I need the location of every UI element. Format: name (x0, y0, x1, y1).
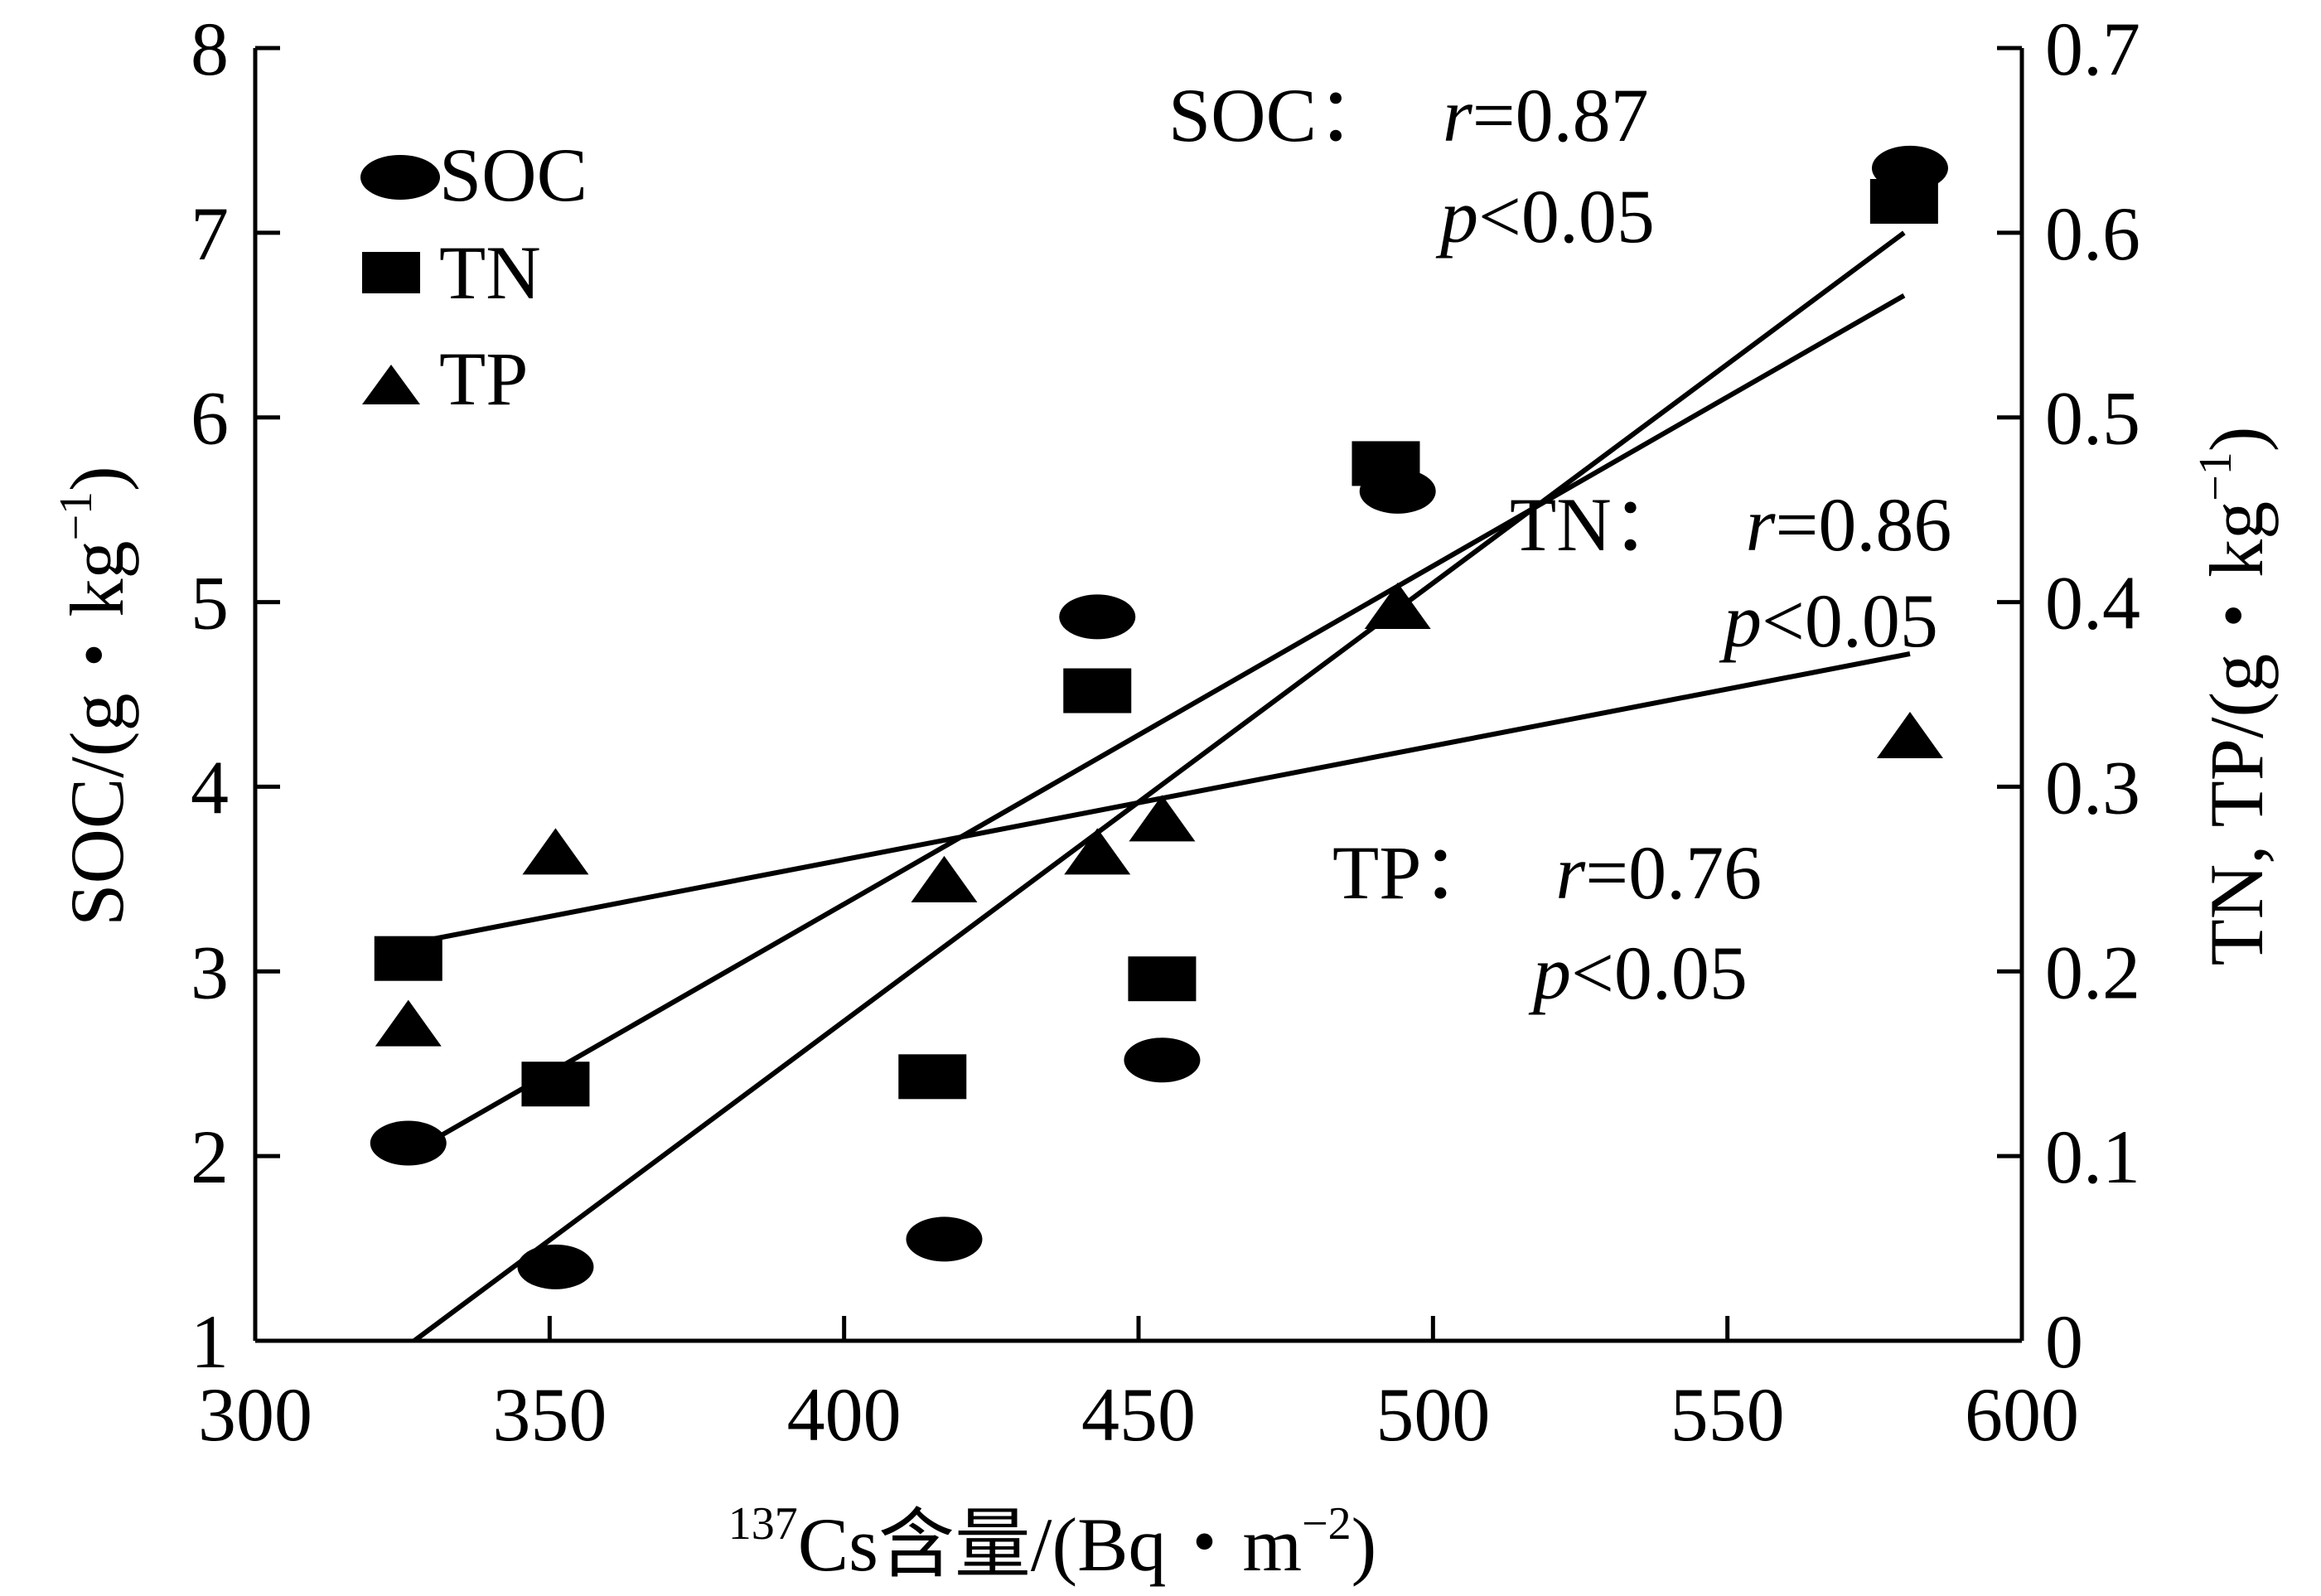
point-tp (1876, 712, 1943, 759)
annotation-tp-p-value: <0.05 (1571, 931, 1748, 1015)
annotation-soc-p-symbol: p (1435, 174, 1478, 259)
svg-text:TP：r=0.76: TP： r=0.76 (1332, 830, 1762, 915)
y-right-tick-label: 0.7 (2045, 7, 2140, 91)
point-tp (911, 855, 978, 902)
annotation-tp-r-value: =0.76 (1585, 830, 1762, 915)
legend-label-soc: SOC (439, 133, 588, 217)
point-soc (1124, 1037, 1201, 1083)
y-right-tick-label: 0.1 (2045, 1115, 2140, 1199)
legend-marker-soc (360, 155, 440, 200)
y-right-tick-label: 0.4 (2045, 561, 2140, 646)
point-tn (374, 936, 442, 981)
svg-text:p<0.05: p<0.05 (1528, 931, 1748, 1015)
x-tick-label: 600 (1965, 1372, 2079, 1457)
svg-text:TN：r=0.86: TN： r=0.86 (1510, 482, 1951, 567)
x-tick-label: 450 (1081, 1372, 1196, 1457)
legend: SOC TN TP (360, 133, 588, 421)
legend-marker-tp (362, 365, 420, 404)
annotation-tp-name: TP： (1332, 830, 1497, 915)
annotation-soc-r-value: =0.87 (1472, 73, 1649, 157)
y-left-tick-label: 2 (191, 1115, 229, 1199)
axes: 300 350 400 450 500 550 600 1 2 3 4 5 6 7 8 0 0.1 0.2 0.3 0… (191, 7, 2140, 1457)
data-marks (370, 145, 1948, 1289)
point-tn (1351, 441, 1420, 486)
point-tn (1128, 956, 1197, 1002)
fit-line-tp (408, 651, 1911, 946)
legend-label-tn: TN (439, 230, 541, 315)
point-tp (1129, 795, 1196, 842)
fit-line-tn (407, 293, 1906, 1157)
annotation-tp-p-symbol: p (1528, 931, 1571, 1015)
x-axis-title: 137Cs含量/(Bq・m−2) (728, 1498, 1377, 1587)
annotation-soc-r-symbol: r (1443, 73, 1473, 157)
y-left-tick-label: 3 (191, 930, 229, 1014)
y-right-tick-label: 0.5 (2045, 376, 2140, 461)
fit-lines (407, 230, 1911, 1343)
annotation-soc: SOC： r=0.87 p<0.05 (1168, 73, 1655, 259)
point-tn (521, 1062, 590, 1107)
y-right-tick-label: 0 (2045, 1299, 2083, 1384)
y-left-tick-label: 7 (191, 191, 229, 276)
annotation-tn-r-value: =0.86 (1775, 482, 1951, 567)
y-right-tick-label: 0.6 (2045, 191, 2140, 276)
x-tick-label: 500 (1376, 1372, 1490, 1457)
annotation-soc-name: SOC： (1168, 73, 1393, 157)
y-left-tick-label: 5 (191, 561, 229, 646)
point-tp (522, 828, 589, 875)
point-tp (1064, 828, 1131, 875)
point-tp (1364, 583, 1431, 630)
annotation-soc-p-value: <0.05 (1478, 174, 1655, 259)
y-right-axis-title: TN, TP/(g・kg−1) (2190, 427, 2279, 966)
annotation-tn-r-symbol: r (1746, 482, 1777, 567)
annotation-tn: TN： r=0.86 p<0.05 (1510, 482, 1951, 663)
annotation-tn-p-value: <0.05 (1762, 578, 1938, 663)
y-right-tick-label: 0.3 (2045, 745, 2140, 829)
point-tn (898, 1054, 967, 1100)
point-soc (906, 1216, 983, 1262)
point-tn (1869, 178, 1938, 224)
x-tick-label: 550 (1671, 1372, 1785, 1457)
point-soc (1059, 594, 1136, 640)
point-tn (1063, 668, 1132, 713)
y-left-tick-label: 1 (191, 1299, 229, 1384)
point-soc (517, 1244, 594, 1289)
legend-marker-tn (362, 252, 420, 293)
y-left-tick-label: 4 (191, 745, 229, 829)
point-soc (370, 1120, 447, 1166)
y-left-tick-label: 6 (191, 376, 229, 461)
point-tp (375, 999, 442, 1047)
y-left-axis-title: SOC/(g・kg−1) (51, 466, 139, 926)
legend-label-tp: TP (439, 336, 528, 421)
x-tick-label: 350 (492, 1372, 607, 1457)
fit-line-soc (413, 230, 1906, 1343)
svg-text:SOC：r=0.87: SOC： r=0.87 (1168, 73, 1649, 157)
y-right-tick-label: 0.2 (2045, 930, 2140, 1014)
svg-text:p<0.05: p<0.05 (1719, 578, 1938, 663)
annotation-tp: TP： r=0.76 p<0.05 (1332, 830, 1762, 1015)
x-tick-label: 400 (787, 1372, 902, 1457)
y-left-tick-label: 8 (191, 7, 229, 91)
annotation-tp-r-symbol: r (1555, 830, 1586, 915)
annotation-tn-name: TN： (1510, 482, 1688, 567)
svg-text:p<0.05: p<0.05 (1435, 174, 1655, 259)
annotation-tn-p-symbol: p (1719, 578, 1762, 663)
x-tick-label: 300 (198, 1372, 312, 1457)
